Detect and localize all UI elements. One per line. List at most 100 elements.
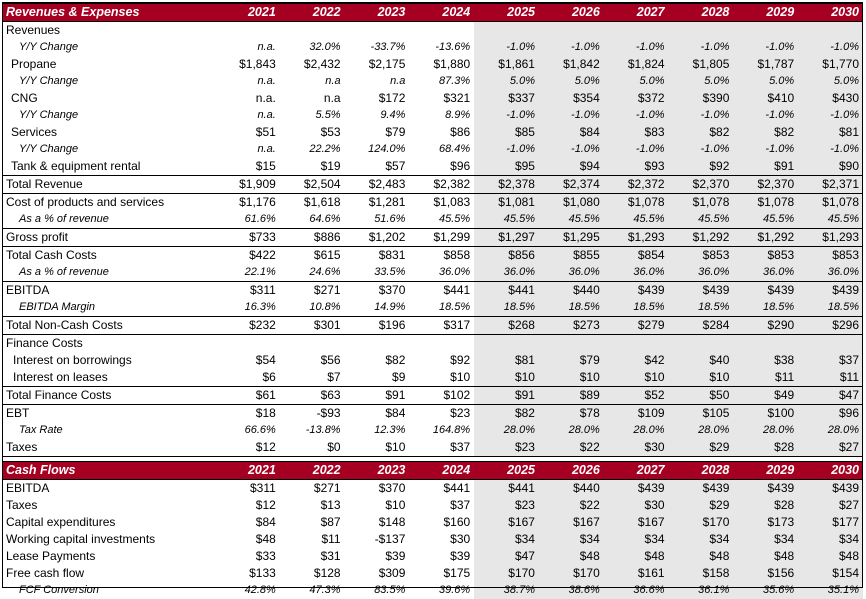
pl-table-row: Interest on borrowings $54 $56 $82 $92 $81 $79… bbox=[3, 352, 863, 369]
row-value: n.a. bbox=[257, 75, 276, 87]
row-value: 39.6% bbox=[438, 584, 471, 596]
financial-model-table: Revenues & Expenses 2021 2022 2023 2024 2025 2… bbox=[3, 3, 863, 599]
pl-table-row: As a % of revenue 61.6% 64.6% 51.6% 45.5% 45.… bbox=[3, 211, 863, 229]
row-value: $311 bbox=[215, 281, 280, 299]
row-value: $1,842 bbox=[538, 56, 604, 73]
row-value: $90 bbox=[798, 158, 863, 176]
cf-table-row: Working capital investments $48 $11 -$137 $3… bbox=[3, 531, 863, 548]
row-value: -1.0% bbox=[733, 107, 799, 124]
row-value: $34 bbox=[798, 531, 863, 548]
row-label: Cost of products and services bbox=[3, 193, 215, 211]
row-value: $390 bbox=[668, 90, 734, 107]
row-label: Interest on borrowings bbox=[13, 353, 132, 367]
row-value: $855 bbox=[538, 246, 604, 264]
row-label: As a % of revenue bbox=[19, 266, 109, 278]
row-value: $148 bbox=[378, 515, 406, 529]
row-value: n.a. bbox=[257, 143, 276, 155]
row-value: 28.0% bbox=[798, 422, 863, 439]
row-value: 33.5% bbox=[374, 266, 406, 278]
row-label: Capital expenditures bbox=[6, 515, 116, 529]
row-value bbox=[409, 335, 474, 353]
row-label: Interest on leases bbox=[13, 370, 108, 384]
row-value: $167 bbox=[538, 514, 604, 531]
row-value bbox=[280, 22, 345, 40]
row-value: $733 bbox=[215, 228, 280, 247]
row-value: 42.8% bbox=[244, 584, 276, 596]
row-value: $48 bbox=[733, 548, 799, 565]
row-value: $1,843 bbox=[239, 57, 276, 71]
row-value: $79 bbox=[385, 125, 406, 139]
row-value: $81 bbox=[798, 124, 863, 141]
pl-table-row: Tax Rate 66.6% -13.8% 12.3% 164.8% 28.0% 28.0%… bbox=[3, 422, 863, 439]
row-value: 5.0% bbox=[538, 73, 604, 90]
row-value: $422 bbox=[215, 246, 280, 264]
row-value: $48 bbox=[668, 548, 734, 565]
row-value: $1,078 bbox=[798, 193, 863, 211]
row-value: $42 bbox=[603, 352, 669, 369]
row-value: -33.7% bbox=[370, 41, 406, 53]
row-value bbox=[668, 334, 734, 352]
row-value: $37 bbox=[450, 498, 471, 512]
row-value bbox=[603, 21, 669, 39]
row-value: $1,078 bbox=[733, 193, 799, 211]
pl-table-row: EBITDA $311 $271 $370 $441 $441 $440 $439 $439 $4… bbox=[3, 281, 863, 299]
row-value: 10.8% bbox=[309, 301, 341, 313]
row-value: $47 bbox=[798, 386, 863, 405]
row-value: $84 bbox=[538, 124, 604, 141]
row-value: $34 bbox=[668, 531, 734, 548]
row-value: $19 bbox=[320, 159, 341, 173]
row-value: $30 bbox=[603, 439, 669, 457]
pl-header-row: Revenues & Expenses 2021 2022 2023 2024 2025 2… bbox=[3, 3, 863, 22]
row-value: 18.5% bbox=[603, 299, 669, 317]
row-value: $93 bbox=[603, 158, 669, 176]
row-value: $82 bbox=[385, 353, 406, 367]
row-value: 5.0% bbox=[603, 73, 669, 90]
row-value: $89 bbox=[538, 386, 604, 405]
row-value: 28.0% bbox=[474, 422, 539, 439]
row-value: $1,292 bbox=[668, 228, 734, 247]
row-value: $39 bbox=[450, 549, 471, 563]
row-label: Gross profit bbox=[3, 228, 215, 247]
row-value: $23 bbox=[409, 404, 475, 422]
row-value: $1,295 bbox=[538, 228, 604, 247]
row-value: 45.5% bbox=[438, 213, 471, 225]
row-value: $301 bbox=[279, 316, 345, 335]
row-value: 61.6% bbox=[244, 213, 276, 225]
row-value: 36.0% bbox=[474, 264, 539, 282]
row-value: $50 bbox=[668, 386, 734, 405]
row-value: 5.0% bbox=[798, 73, 863, 90]
row-value: $1,787 bbox=[733, 56, 799, 73]
pl-table-row: Y/Y Change n.a. 5.5% 9.4% 8.9% -1.0% -1.0% -1.0… bbox=[3, 107, 863, 124]
row-value: $1,080 bbox=[538, 193, 604, 211]
row-value: -$137 bbox=[374, 532, 406, 546]
row-value: $2,504 bbox=[279, 175, 345, 194]
cf-year-header: 2022 bbox=[279, 461, 345, 480]
row-value: 8.9% bbox=[445, 109, 471, 121]
row-value: $170 bbox=[474, 565, 539, 582]
cf-year-header: 2028 bbox=[668, 461, 734, 480]
row-value: $34 bbox=[733, 531, 799, 548]
row-value: $858 bbox=[409, 246, 475, 264]
row-value: $2,483 bbox=[344, 175, 410, 194]
row-value: $271 bbox=[313, 481, 341, 495]
row-value bbox=[345, 22, 410, 40]
row-value: 5.0% bbox=[474, 73, 539, 90]
row-label: Total Finance Costs bbox=[3, 386, 215, 405]
row-value: -1.0% bbox=[603, 107, 669, 124]
row-value: $53 bbox=[320, 125, 341, 139]
row-value: -1.0% bbox=[798, 107, 863, 124]
row-label: Taxes bbox=[3, 439, 215, 457]
row-label: Propane bbox=[11, 57, 57, 71]
row-value: $1,281 bbox=[344, 193, 410, 211]
row-value: $48 bbox=[255, 532, 276, 546]
row-value: $271 bbox=[279, 281, 345, 299]
row-value: 45.5% bbox=[603, 211, 669, 229]
row-value: $2,372 bbox=[603, 175, 669, 194]
row-value: $18 bbox=[215, 404, 280, 422]
row-value: $7 bbox=[327, 370, 341, 384]
cf-section-title: Cash Flows bbox=[3, 461, 215, 480]
row-value: $1,292 bbox=[733, 228, 799, 247]
row-label: Working capital investments bbox=[6, 532, 156, 546]
row-value: $51 bbox=[255, 125, 276, 139]
pl-table-row: Taxes $12 $0 $10 $37 $23 $22 $30 $29 $28 $27 bbox=[3, 439, 863, 457]
